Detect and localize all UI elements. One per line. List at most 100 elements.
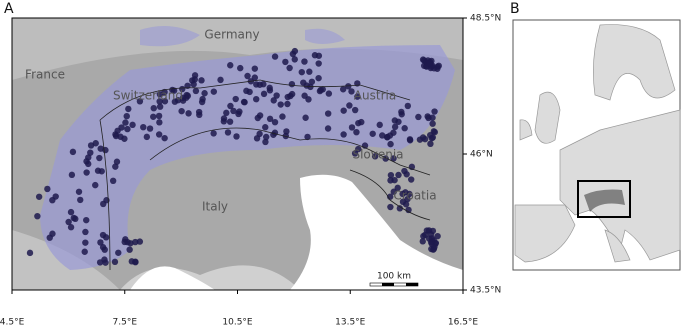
point: [136, 98, 144, 105]
point: [112, 163, 119, 170]
point: [379, 132, 386, 139]
point: [124, 238, 131, 246]
point: [97, 239, 104, 246]
point: [301, 58, 308, 65]
lon-tick-label: 7.5°E: [113, 318, 138, 328]
point: [184, 92, 192, 100]
point: [346, 102, 353, 109]
point: [402, 189, 409, 196]
point: [426, 60, 433, 67]
point: [383, 133, 391, 141]
point: [83, 169, 90, 176]
point: [156, 119, 163, 126]
point: [140, 123, 147, 131]
point: [324, 125, 332, 132]
point: [404, 102, 412, 110]
point: [316, 87, 324, 95]
point: [217, 76, 224, 84]
point: [156, 103, 164, 110]
point: [35, 193, 43, 200]
point: [125, 105, 132, 113]
point: [185, 110, 192, 117]
point: [427, 140, 434, 148]
point: [429, 120, 436, 127]
point: [155, 131, 163, 138]
point: [271, 118, 279, 126]
point: [260, 90, 268, 98]
point: [386, 193, 394, 200]
point: [391, 123, 399, 131]
point: [122, 119, 129, 126]
point: [351, 106, 359, 114]
point: [315, 60, 322, 67]
point: [109, 177, 117, 185]
point: [178, 107, 185, 115]
point: [430, 128, 438, 135]
point: [304, 133, 311, 141]
point: [156, 98, 163, 105]
point: [98, 168, 105, 175]
point: [298, 68, 305, 76]
point: [117, 133, 124, 140]
point: [77, 196, 84, 204]
point: [96, 259, 104, 266]
panel-label: A: [4, 1, 14, 17]
point: [428, 134, 436, 142]
point: [387, 203, 394, 211]
point: [191, 72, 199, 79]
point: [376, 121, 383, 129]
point: [129, 121, 136, 129]
point: [271, 53, 279, 60]
point: [273, 92, 280, 99]
point: [425, 114, 432, 122]
point: [288, 80, 296, 88]
point: [227, 62, 234, 69]
point: [72, 215, 79, 223]
point: [396, 205, 404, 212]
point: [351, 150, 359, 157]
point: [244, 72, 251, 80]
point: [243, 87, 250, 95]
point: [371, 153, 379, 160]
lat-tick-label: 46°N: [470, 150, 493, 160]
point: [287, 92, 294, 100]
country-label: Croatia: [393, 189, 436, 203]
point: [401, 125, 408, 132]
lon-tick-label: 4.5°E: [0, 318, 25, 328]
point: [324, 110, 332, 117]
point: [262, 124, 269, 131]
point: [419, 56, 427, 63]
point: [266, 87, 274, 94]
map-a: [12, 18, 463, 290]
point: [102, 259, 109, 266]
point: [75, 188, 83, 195]
point: [69, 148, 77, 156]
point: [81, 248, 88, 255]
point: [286, 64, 293, 72]
point: [232, 95, 239, 103]
point: [26, 249, 34, 257]
point: [348, 88, 355, 95]
point: [100, 200, 107, 208]
point: [305, 96, 312, 103]
point: [115, 249, 122, 256]
country-label: Austria: [354, 89, 396, 103]
point: [404, 195, 411, 203]
point: [201, 90, 208, 97]
point: [390, 129, 397, 136]
point: [220, 115, 228, 122]
scale-bar: [369, 282, 419, 287]
point: [387, 171, 395, 179]
point: [387, 177, 394, 184]
point: [198, 77, 205, 84]
point: [123, 112, 130, 120]
point: [348, 124, 356, 131]
point: [83, 158, 90, 165]
point: [87, 149, 94, 156]
point: [340, 131, 347, 138]
point: [161, 98, 169, 105]
point: [150, 113, 157, 120]
point: [345, 83, 352, 90]
point: [99, 231, 107, 239]
